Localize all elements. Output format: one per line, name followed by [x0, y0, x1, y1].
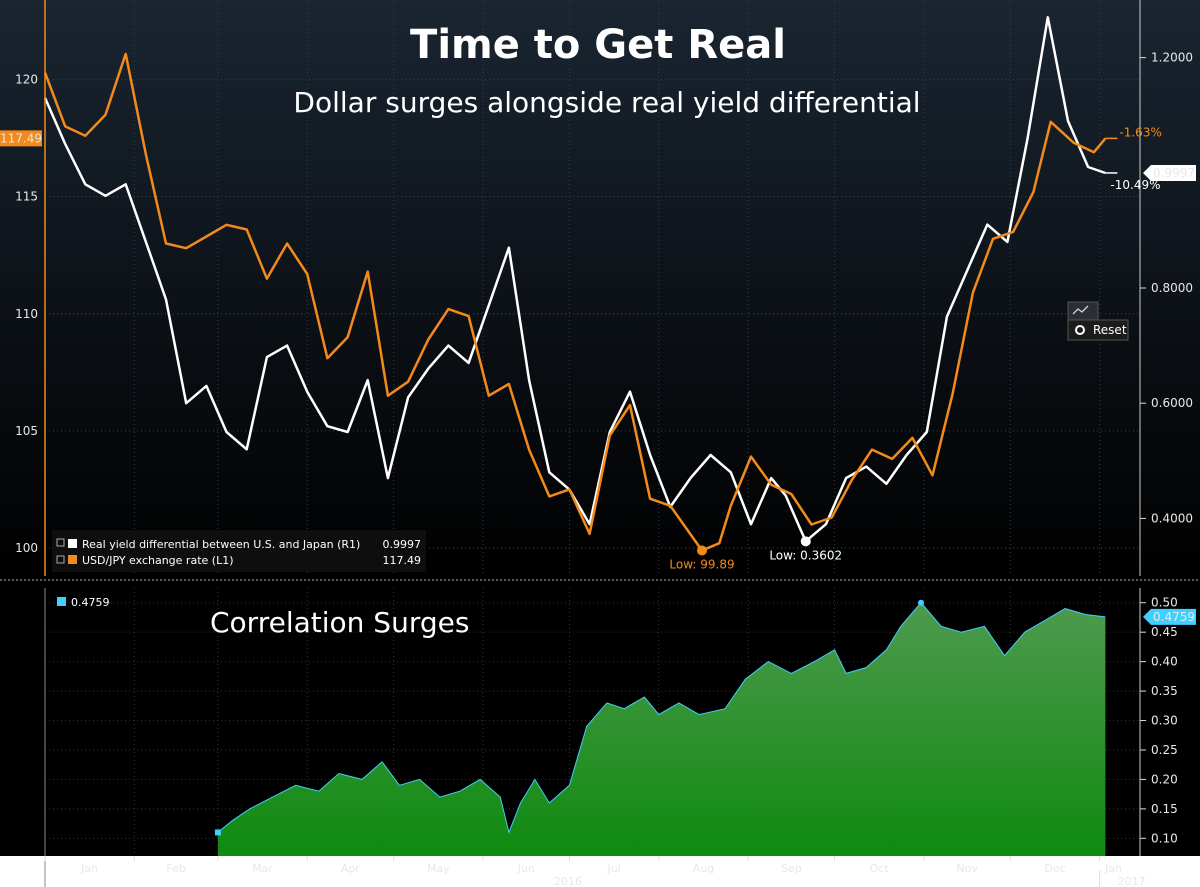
usdjpy-low-marker — [697, 545, 707, 556]
x-axis-month-label: Dec — [1044, 862, 1065, 875]
x-axis-month-label: Sep — [781, 862, 802, 875]
x-axis-month-label: Aug — [693, 862, 714, 875]
real-yield-value-tag-text: 0.9997 — [1153, 166, 1195, 180]
x-axis-month-label: Jun — [517, 862, 535, 875]
real-yield-low-marker — [800, 536, 811, 547]
correlation-value-tag — [1143, 608, 1196, 625]
line-chart-icon — [1072, 305, 1089, 315]
real-yield-change-label: -10.49% — [1110, 178, 1160, 192]
legend-value-real-yield: 0.9997 — [383, 538, 422, 551]
usdjpy-change-label: -1.63% — [1119, 125, 1161, 139]
correlation-axis-tick-label: 0.30 — [1151, 714, 1178, 728]
correlation-start-marker — [214, 829, 221, 836]
correlation-legend-swatch — [57, 597, 66, 606]
chart-subtitle: Dollar surges alongside real yield diffe… — [293, 86, 920, 119]
right-axis-tick-label: 0.8000 — [1151, 281, 1193, 295]
legend-toggle-icon[interactable] — [56, 538, 65, 547]
x-axis-month-label: Jan — [80, 862, 98, 875]
x-axis-month-label: Oct — [870, 862, 890, 875]
correlation-title: Correlation Surges — [210, 606, 469, 639]
right-axis-tick-label: 1.2000 — [1151, 51, 1193, 65]
right-axis-tick-label: 0.4000 — [1151, 511, 1193, 525]
usdjpy-line — [43, 52, 1107, 552]
left-axis-tick-label: 120 — [15, 73, 38, 87]
correlation-axis-tick-label: 0.15 — [1151, 802, 1178, 816]
reset-button-label: Reset — [1093, 323, 1127, 337]
correlation-axis-tick-label: 0.35 — [1151, 684, 1178, 698]
x-axis-month-label: Nov — [956, 862, 978, 875]
correlation-legend-value: 0.4759 — [71, 596, 110, 609]
real-yield-low-label: Low: 0.3602 — [769, 548, 842, 562]
legend-toggle-icon[interactable] — [56, 555, 65, 564]
left-axis-tick-label: 115 — [15, 190, 38, 204]
x-axis-month-label: Mar — [252, 862, 273, 875]
legend-label-real-yield: Real yield differential between U.S. and… — [82, 538, 360, 551]
x-axis-month-label: Jan — [1104, 862, 1122, 875]
reset-icon — [1075, 325, 1085, 335]
x-axis-month-label: Feb — [166, 862, 185, 875]
correlation-axis-tick-label: 0.20 — [1151, 772, 1178, 786]
left-axis-tick-label: 110 — [15, 307, 38, 321]
correlation-line — [217, 601, 1106, 835]
legend-swatch-real-yield — [68, 539, 77, 548]
correlation-value-tag-text: 0.4759 — [1153, 610, 1195, 624]
correlation-area — [217, 602, 1106, 856]
real-yield-value-tag — [1143, 164, 1196, 181]
left-axis-tick-label: 105 — [15, 424, 38, 438]
reset-button[interactable] — [1067, 319, 1129, 341]
usdjpy-low-label: Low: 99.89 — [669, 557, 734, 571]
x-axis-year-label: 2017 — [1118, 875, 1146, 887]
left-axis-tick-label: 100 — [15, 541, 38, 555]
correlation-axis-tick-label: 0.45 — [1151, 625, 1178, 639]
legend-label-usdjpy: USD/JPY exchange rate (L1) — [82, 554, 233, 567]
x-axis-month-label: Jul — [606, 862, 620, 875]
x-axis-month-label: Apr — [341, 862, 361, 875]
right-axis-tick-label: 0.6000 — [1151, 396, 1193, 410]
correlation-axis-tick-label: 0.25 — [1151, 743, 1178, 757]
correlation-axis-tick-label: 0.40 — [1151, 655, 1178, 669]
usdjpy-value-tag — [0, 130, 42, 147]
x-axis-month-label: May — [427, 862, 450, 875]
correlation-axis-tick-label: 0.10 — [1151, 831, 1178, 845]
chart-title: Time to Get Real — [410, 22, 786, 68]
correlation-axis-tick-label: 0.50 — [1151, 596, 1178, 610]
usdjpy-value-tag-text: 117.49 — [0, 131, 42, 145]
x-axis-year-label: 2016 — [554, 875, 582, 887]
legend-box — [52, 530, 426, 572]
legend-swatch-usdjpy — [68, 555, 77, 564]
legend-value-usdjpy: 117.49 — [383, 554, 422, 567]
real-yield-differential-line — [43, 16, 1106, 543]
x-axis-strip — [0, 856, 1200, 887]
correlation-peak-marker — [918, 599, 924, 606]
